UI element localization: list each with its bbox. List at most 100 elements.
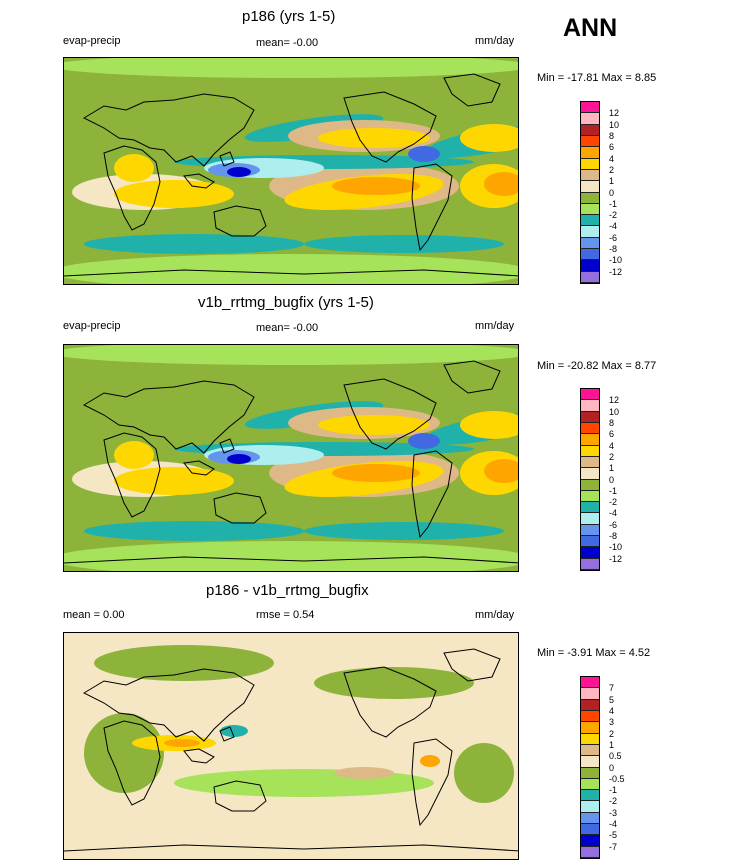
colorbar-swatch <box>581 135 599 148</box>
southern-storm-track <box>304 522 504 540</box>
colorbar-swatch <box>581 547 599 559</box>
colorbar-swatch <box>581 790 599 802</box>
colorbar-swatch <box>581 699 599 711</box>
north-atlantic-high <box>460 124 518 152</box>
colorbar-swatch <box>581 215 599 227</box>
colorbar-swatch <box>581 479 599 491</box>
colorbar-tick-label: 2 <box>609 164 615 175</box>
colorbar-tick-label: -0.5 <box>609 773 625 784</box>
colorbar-swatch <box>581 147 599 159</box>
colorbar-swatch <box>581 260 599 272</box>
panel-3-rmse-label: rmse = 0.54 <box>256 609 315 621</box>
south-pacific-max <box>332 177 420 195</box>
south-pacific-max <box>332 464 420 482</box>
south-indian-high <box>114 180 234 208</box>
colorbar-tick-label: 6 <box>609 429 615 440</box>
colorbar-swatch <box>581 756 599 768</box>
colorbar-tick-label: 0 <box>609 762 615 773</box>
south-indian-high <box>114 467 234 495</box>
southern-storm-track <box>84 521 304 541</box>
coastline <box>343 666 437 738</box>
arabian-sea-high <box>114 441 154 469</box>
north-pacific-high <box>318 128 430 148</box>
colorbar-tick-label: 1 <box>609 176 615 187</box>
panel-3-map-svg <box>64 633 518 859</box>
south-atlantic-max <box>484 459 518 483</box>
colorbar-swatch <box>581 113 599 125</box>
colorbar-swatch <box>581 181 599 193</box>
coastline <box>219 151 235 167</box>
colorbar-swatch <box>581 710 599 723</box>
coastline <box>443 73 501 107</box>
colorbar-swatch <box>581 733 599 745</box>
diff-warm-pool-negative <box>220 725 248 737</box>
arabian-sea-high <box>114 154 154 182</box>
panel-1-map <box>63 57 519 285</box>
coastline <box>219 726 235 742</box>
arctic-band <box>64 345 518 365</box>
panel-2-title: v1b_rrtmg_bugfix (yrs 1-5) <box>198 294 374 311</box>
panel-3-colorbar: 7 5 4 3 2 1 0.5 0 -0.5 -1 -2 -3 -4 -5 -7 <box>580 676 625 859</box>
colorbar-tick-label: 12 <box>609 395 620 406</box>
colorbar-tick-label: 5 <box>609 694 615 705</box>
colorbar-swatch <box>581 846 599 858</box>
colorbar-tick-label: -4 <box>609 221 618 232</box>
coastline <box>82 380 255 454</box>
colorbar-tick-label: -2 <box>609 497 618 508</box>
diff-south-pacific-positive <box>334 767 394 779</box>
colorbar-swatch <box>581 237 599 250</box>
southern-storm-track <box>304 235 504 253</box>
panel-2-units-label: mm/day <box>475 320 515 332</box>
panel-2-minmax: Min = -20.82 Max = 8.77 <box>537 360 657 372</box>
panel-3-map <box>63 632 519 860</box>
colorbar-swatch <box>581 502 599 514</box>
colorbar-swatch <box>581 422 599 435</box>
colorbar-tick-label: 10 <box>609 119 620 130</box>
colorbar-swatch <box>581 744 599 757</box>
colorbar-swatch <box>581 445 599 457</box>
maritime-continent-max <box>227 167 251 177</box>
panel-3-units-label: mm/day <box>475 609 515 621</box>
panel-3-title: p186 - v1b_rrtmg_bugfix <box>206 582 369 599</box>
coastline <box>82 93 255 167</box>
colorbar-swatch <box>581 192 599 204</box>
colorbar-tick-label: 3 <box>609 717 615 728</box>
coastline <box>213 492 267 524</box>
colorbar-swatch <box>581 389 599 401</box>
colorbar-tick-label: -4 <box>609 508 618 519</box>
southern-ocean-band <box>64 541 518 571</box>
colorbar-swatch <box>581 778 599 791</box>
colorbar-tick-label: 10 <box>609 406 620 417</box>
colorbar-tick-label: 2 <box>609 451 615 462</box>
coastline <box>213 780 267 812</box>
diff-indian-max <box>164 739 200 747</box>
colorbar-swatch <box>581 677 599 689</box>
coastline <box>213 205 267 237</box>
east-pacific-wet <box>408 146 440 162</box>
coastline <box>443 360 501 394</box>
colorbar-swatch <box>581 490 599 503</box>
south-atlantic-max <box>484 172 518 196</box>
diff-north-pacific-lobe <box>314 667 474 699</box>
colorbar-tick-label: 0 <box>609 187 615 198</box>
colorbar-tick-label: -7 <box>609 841 618 852</box>
colorbar-tick-label: 12 <box>609 108 620 119</box>
season-label: ANN <box>563 14 618 42</box>
coastline <box>183 173 215 189</box>
coastline <box>343 378 437 450</box>
colorbar-swatch <box>581 158 599 170</box>
colorbar-swatch <box>581 456 599 469</box>
colorbar-tick-label: -6 <box>609 519 618 530</box>
colorbar-tick-label: -10 <box>609 542 623 553</box>
colorbar-swatch <box>581 169 599 182</box>
colorbar-tick-label: 8 <box>609 130 615 141</box>
coastline <box>411 163 453 252</box>
colorbar-swatch <box>581 411 599 423</box>
southern-storm-track <box>84 234 304 254</box>
panel-1-minmax: Min = -17.81 Max = 8.85 <box>537 72 657 84</box>
panel-2-colorbar: 12 10 8 6 4 2 1 0 -1 -2 -4 -6 -8 -10 -12 <box>580 388 622 571</box>
coastline <box>219 438 235 454</box>
colorbar-tick-label: 8 <box>609 417 615 428</box>
colorbar-tick-label: 1 <box>609 463 615 474</box>
colorbar-swatch <box>581 124 599 136</box>
